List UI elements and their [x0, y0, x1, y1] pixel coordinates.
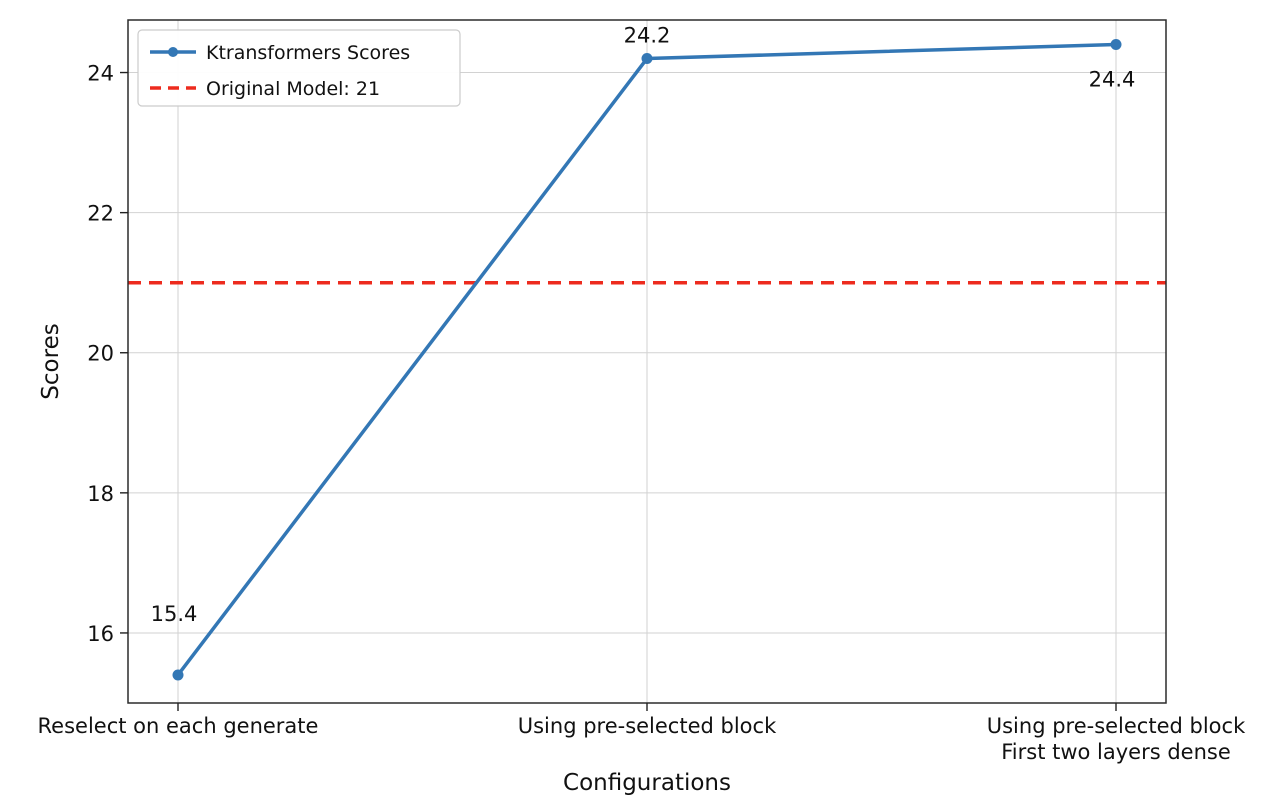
- data-point-marker: [1110, 39, 1122, 51]
- x-tick-label: Using pre-selected block First two layers…: [987, 714, 1246, 764]
- legend-series-label: Ktransformers Scores: [206, 42, 410, 64]
- legend-series-marker: [168, 47, 178, 57]
- data-point-label: 15.4: [151, 602, 198, 626]
- x-axis-label: Configurations: [563, 770, 731, 796]
- y-tick-label: 20: [87, 342, 114, 366]
- data-point-label: 24.4: [1089, 68, 1136, 92]
- legend-box: [137, 29, 461, 107]
- data-point-marker: [641, 53, 653, 65]
- y-tick-label: 18: [87, 482, 114, 506]
- legend-reference-label: Original Model: 21: [206, 78, 380, 100]
- y-tick-label: 24: [87, 62, 114, 86]
- data-point-marker: [172, 669, 184, 681]
- x-tick-label: Reselect on each generate: [38, 714, 319, 738]
- legend: Ktransformers Scores Original Model: 21: [137, 29, 461, 107]
- y-axis-label: Scores: [38, 323, 64, 399]
- data-point-label: 24.2: [624, 24, 671, 48]
- x-tick-label: Using pre-selected block: [518, 714, 777, 738]
- y-tick-label: 22: [87, 202, 114, 226]
- y-tick-label: 16: [87, 622, 114, 646]
